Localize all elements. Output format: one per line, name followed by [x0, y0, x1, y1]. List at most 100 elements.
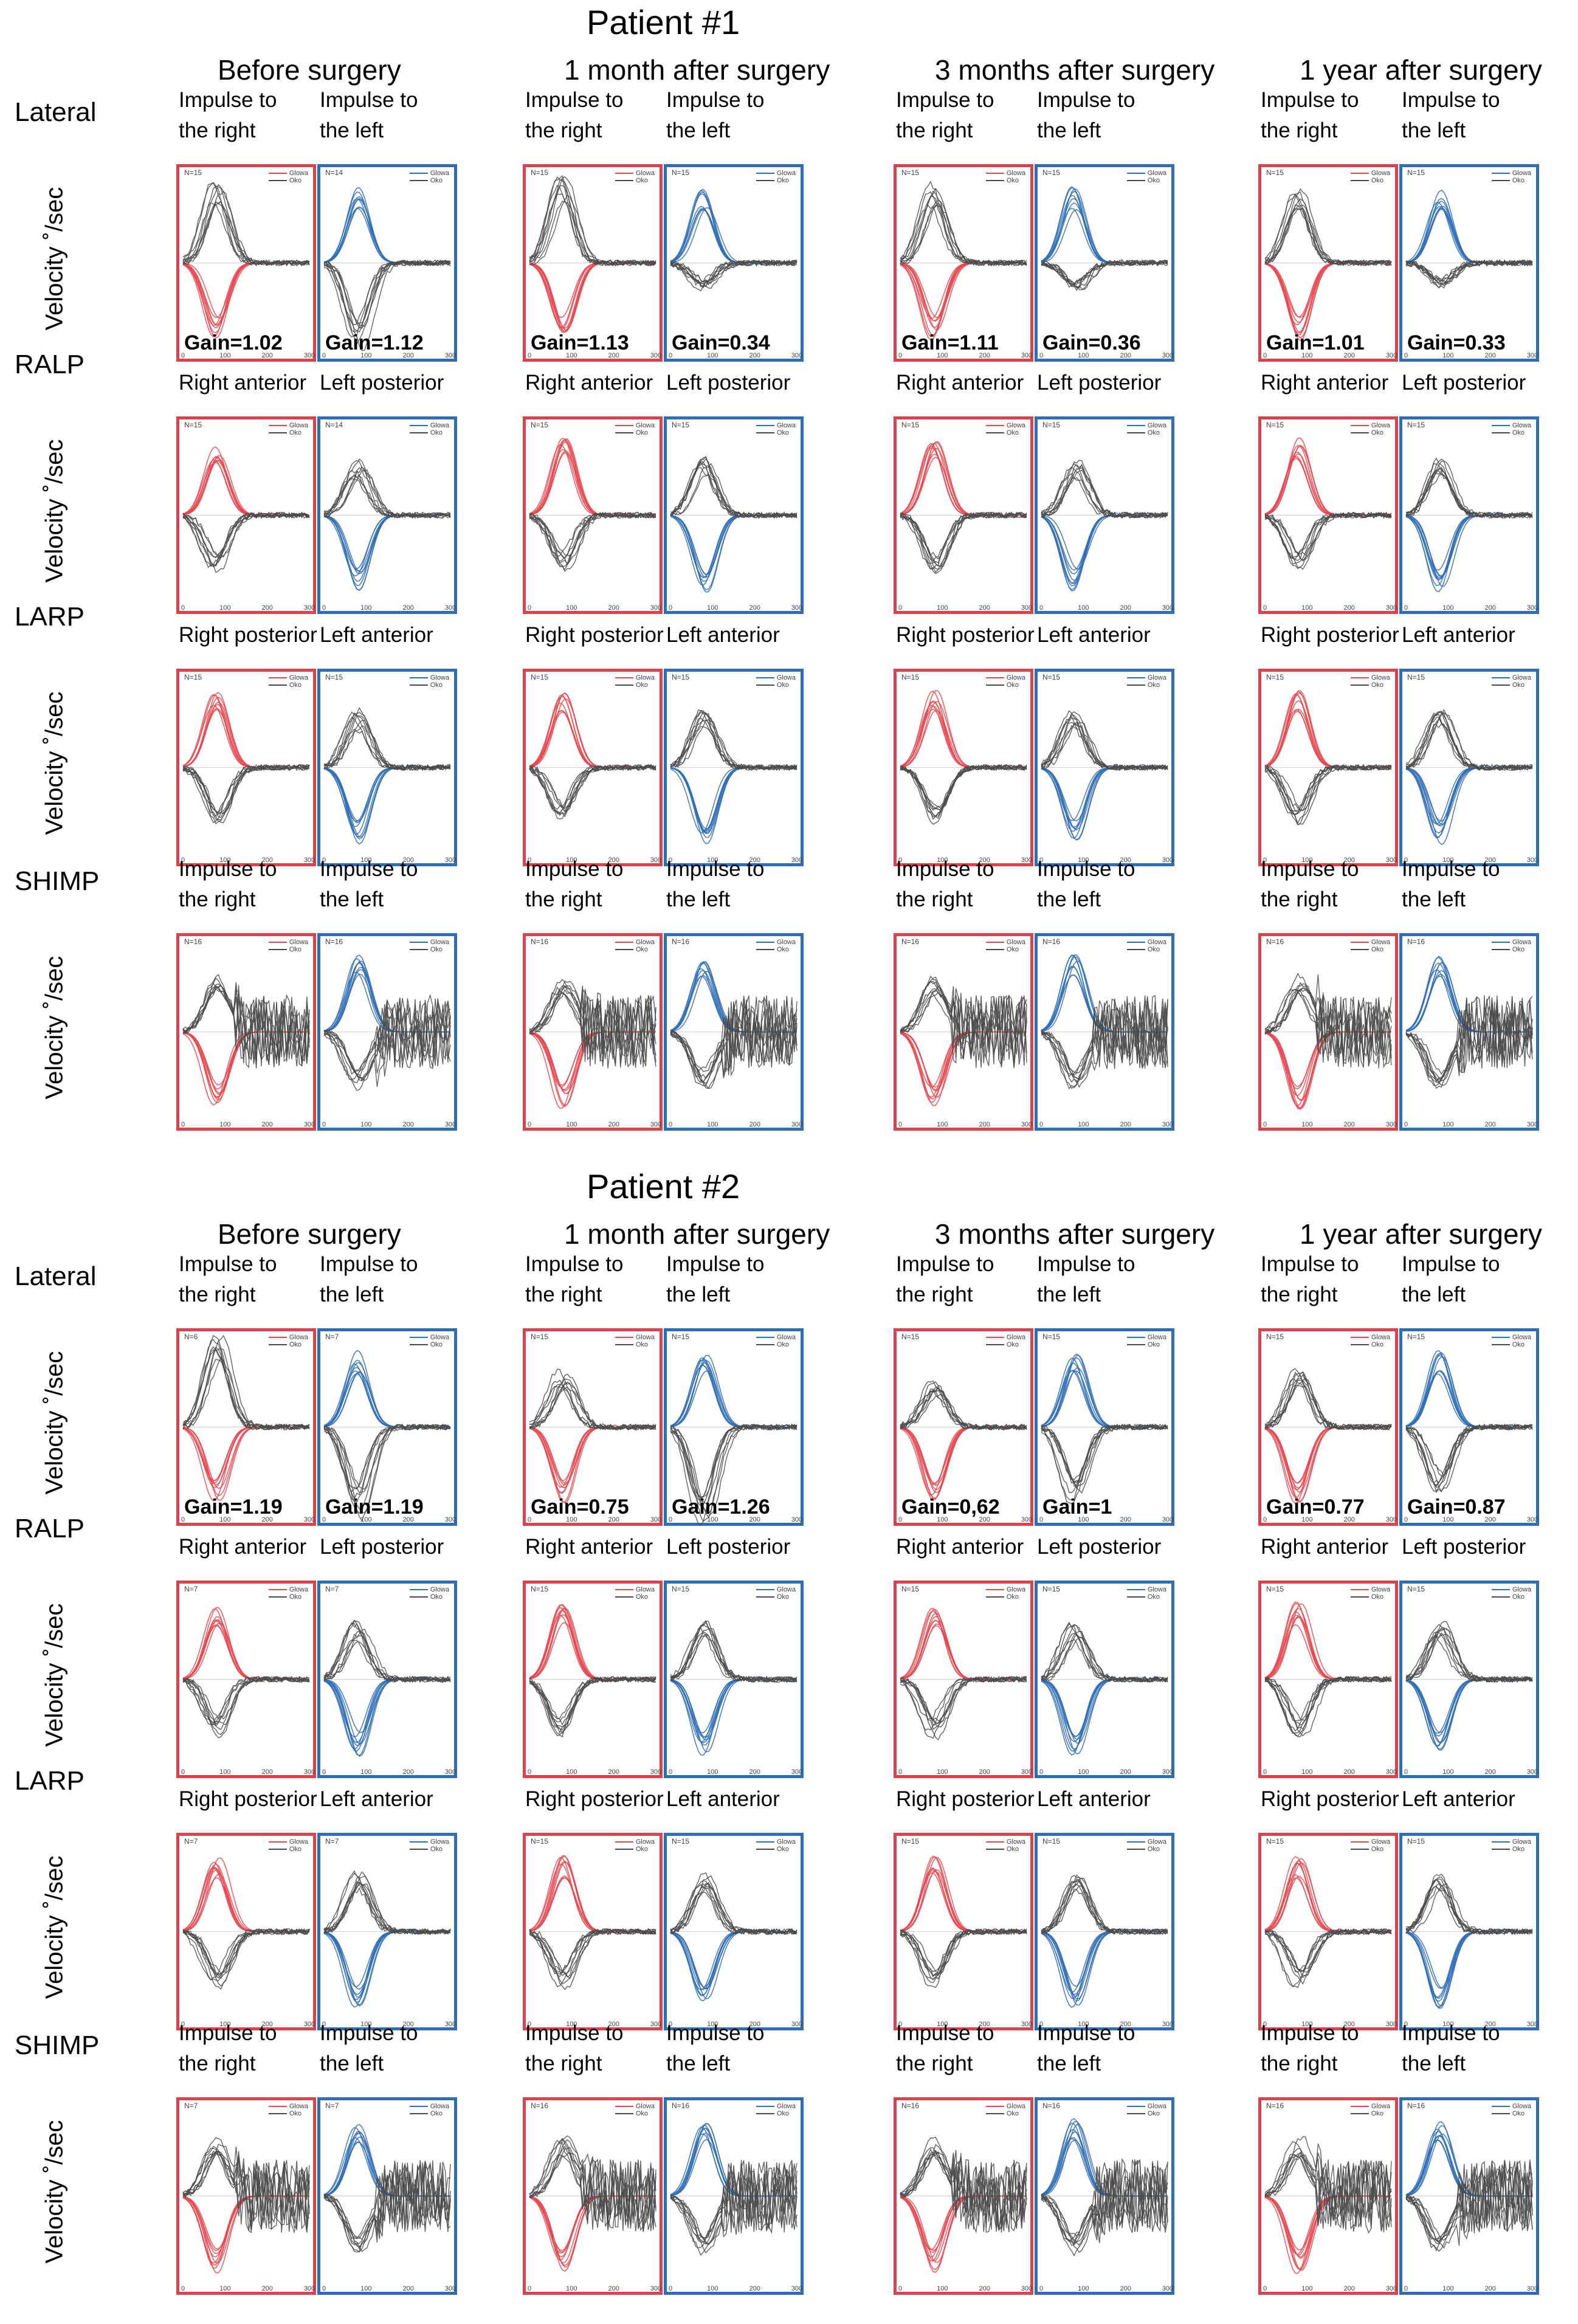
panel-p2-shimp-c3-left-xtick: 200 [979, 2285, 990, 2292]
panel-p1-lateral-c4-right-legend-eye-label: Oko [1512, 177, 1525, 184]
panel-p1-lateral-c2-left-gain: Gain=1.13 [531, 331, 629, 354]
panel-p2-larp-c4-left-head-trace [1264, 1856, 1391, 1933]
panel-p1-lateral-c2-left-legend-head-label: Glowa [635, 170, 655, 177]
panel-p1-lateral-c2-left-xtick: 200 [608, 352, 619, 359]
panel-p1-shimp-c2-right-legend-head-swatch [756, 942, 774, 943]
panel-p1-ralp-c2-left-n: N=15 [531, 421, 549, 429]
panel-p2-lateral-c2-right-head-trace [670, 1357, 797, 1428]
panel-p1-shimp-c2-left: N=16 Glowa Oko 0 100 200 300 [523, 933, 663, 1131]
panel-p1-lateral-c3-left-eye-trace [900, 181, 1027, 266]
panel-p1-lateral-c4-left-head-trace [1264, 262, 1391, 339]
panel-p1-shimp-c1-left-xtick: 300 [304, 1121, 315, 1128]
panel-p2-shimp-c2-left-legend-head: Glowa [615, 2103, 655, 2110]
panel-p1-larp-c1-right-plot: 0 100 200 300 [322, 706, 456, 864]
panel-p1-ralp-c1-right-legend-eye-label: Oko [430, 429, 443, 436]
panel-p2-lateral-c3-right-eye-trace [1041, 1423, 1168, 1505]
panel-p2-shimp-c2-right-eye-trace [670, 2160, 798, 2244]
panel-p2-larp-c1-right-eye-trace [323, 1880, 451, 1935]
panel-p2-lateral-c4-left-xtick: 0 [1263, 1516, 1267, 1523]
panel-p2-shimp-c1-left-eye-trace [182, 2147, 310, 2233]
panel-p2-lateral-c3-right-legend-eye-label: Oko [1147, 1341, 1160, 1348]
panel-p2-shimp-c2-left-legend-head-swatch [615, 2106, 633, 2108]
panel-p1-shimp-c3-left-xtick: 300 [1021, 1121, 1032, 1128]
panel-p1-shimp-c2-right-n: N=16 [672, 937, 690, 946]
panel-p1-ralp-c3-right-head-trace [1041, 514, 1168, 571]
panel-p2-lateral-c3-right-legend-eye-swatch [1126, 1344, 1145, 1346]
panel-p1-ralp-c3-left-eye-trace [900, 512, 1027, 570]
panel-p2-shimp-c2-right-eye-trace [670, 2162, 798, 2243]
panel-p2-larp-c4-left-legend-eye: Oko [1350, 1846, 1390, 1853]
panel-p2-ralp-c3-right-xtick: 300 [1162, 1768, 1173, 1776]
panel-p1-shimp-c1-right-n: N=16 [325, 937, 343, 946]
panel-p2-lateral-c3-left-legend-eye: Oko [985, 1341, 1025, 1348]
subtitle-right: Impulse to the left [1037, 1252, 1135, 1306]
panel-p1-lateral-c3-right: N=15 Glowa Oko 0 100 200 300 Gain=0.36 [1035, 164, 1174, 362]
panel-p2-ralp-c4-left-eye-trace [1264, 1676, 1392, 1722]
panel-p1-shimp-c2-left-xtick: 100 [566, 1121, 577, 1128]
subtitle-right: Left posterior [1402, 371, 1526, 395]
panel-p2-lateral-c1-left-xtick: 200 [261, 1516, 272, 1523]
panel-p1-lateral-c2-left-eye-trace [529, 179, 656, 266]
panel-p2-larp-c1-left-head-trace [182, 1861, 309, 1933]
panel-p1-ralp-c2-right-legend-eye-label: Oko [776, 429, 789, 436]
panel-p1-larp-c2-left-eye-trace [529, 765, 656, 818]
panel-p2-larp-c2-left-eye-trace [529, 1928, 656, 1979]
panel-p2-larp-c4-left-head-trace [1264, 1877, 1391, 1933]
panel-p1-larp-c2-right-legend-eye-label: Oko [776, 681, 789, 689]
panel-p1-shimp-c2-right: N=16 Glowa Oko 0 100 200 300 [664, 933, 804, 1131]
panel-p1-ralp-c3-right-legend-eye-swatch [1126, 432, 1145, 434]
panel-p1-lateral-c1-right: N=14 Glowa Oko 0 100 200 300 Gain=1.12 [317, 164, 457, 362]
panel-p1-lateral-c4-right-xtick: 200 [1484, 352, 1495, 359]
panel-p1-ralp-c2-left-legend: Glowa Oko [615, 422, 655, 436]
panel-p1-lateral-c3-right-legend-head-swatch [1126, 173, 1145, 174]
panel-p1-shimp-c2-right-eye-trace [670, 996, 798, 1080]
panel-p2-shimp-c1-right-eye-trace [323, 2161, 451, 2240]
panel-p1-lateral-c3-left-legend-head-swatch [985, 173, 1004, 174]
panel-p2-shimp-c3-right-xtick: 300 [1162, 2285, 1173, 2292]
panel-p2-shimp-c3-right-head-trace [1041, 2139, 1168, 2197]
panel-p2-lateral-c2-right-n: N=15 [672, 1333, 690, 1341]
panel-p1-shimp-c2-left-legend-eye-label: Oko [635, 946, 648, 953]
panel-p1-shimp-c3-right-legend-eye-label: Oko [1147, 946, 1160, 953]
panel-p2-larp-c2-right-eye-trace [670, 1891, 798, 1936]
panel-p2-shimp-c3-left: N=16 Glowa Oko 0 100 200 300 [894, 2097, 1033, 2295]
panel-p2-lateral-c4-left-gain: Gain=0.77 [1266, 1495, 1365, 1519]
panel-p1-ralp-c1-right-n: N=14 [325, 421, 343, 429]
time-label: 1 year after surgery [1300, 54, 1542, 86]
panel-p1-lateral-c1-left-legend-head-label: Glowa [289, 170, 308, 177]
panel-p2-ralp-c1-left-eye-trace [183, 1676, 310, 1727]
panel-p2-larp-c4-right-legend-eye-label: Oko [1512, 1846, 1525, 1853]
panel-p2-lateral-c1-right-legend-eye: Oko [409, 1341, 449, 1348]
y-axis-label: Velocity ˚/sec [41, 1855, 68, 1999]
panel-p1-larp-c1-right-legend-head-swatch [409, 677, 428, 679]
panel-p1-larp-c3-right-xtick: 200 [1120, 857, 1131, 864]
panel-p2-ralp-c1-left-legend-head-label: Glowa [289, 1586, 308, 1593]
panel-p2-larp-c3-left-head-trace [900, 1857, 1027, 1933]
panel-p1-lateral-c3-left-n: N=15 [901, 168, 920, 177]
panel-p2-larp-c3-right-xtick: 0 [1039, 2021, 1043, 2028]
panel-p2-larp-c4-right-xtick: 300 [1527, 2021, 1538, 2028]
panel-p2-shimp-c3-right-legend-eye-label: Oko [1147, 2110, 1160, 2117]
panel-p1-larp-c4-right-eye-trace [1405, 712, 1533, 771]
panel-p1-shimp-c3-left: N=16 Glowa Oko 0 100 200 300 [894, 933, 1033, 1131]
panel-p2-shimp-c3-left-legend: Glowa Oko [985, 2103, 1025, 2117]
panel-p1-lateral-c2-left-plot: 0 100 200 300 [528, 175, 661, 359]
panel-p1-lateral-c4-left-eye-trace [1264, 188, 1392, 266]
panel-p2-larp-c2-right-head-trace [670, 1931, 797, 1990]
panel-p2-ralp-c3-left-xtick: 200 [979, 1768, 990, 1776]
panel-p1-larp-c2-right: N=15 Glowa Oko 0 100 200 300 [664, 669, 804, 866]
panel-p1-larp-c1-left-legend-eye: Oko [268, 681, 308, 689]
panel-p1-lateral-c4-left-legend: Glowa Oko [1350, 170, 1390, 184]
panel-p1-lateral-c4-left-legend-eye-label: Oko [1371, 177, 1383, 184]
subtitle-left: Right anterior [179, 1535, 307, 1559]
panel-p2-ralp-c1-right-xtick: 0 [322, 1768, 326, 1776]
panel-p1-ralp-c3-right-eye-trace [1041, 466, 1168, 519]
panel-p2-larp-c2-right-eye-trace [670, 1885, 798, 1936]
panel-p2-shimp-c1-right-n: N=7 [325, 2102, 339, 2110]
panel-p1-larp-c4-right-xtick: 100 [1442, 857, 1453, 864]
panel-p1-lateral-c2-right-legend-eye: Oko [756, 177, 796, 184]
panel-p2-larp-c4-left-head-trace [1264, 1858, 1391, 1933]
panel-p1-larp-c1-left-n: N=15 [184, 673, 202, 681]
panel-p2-ralp-c4-right-legend-eye: Oko [1491, 1593, 1531, 1601]
subtitle-left: Impulse to the right [525, 857, 624, 911]
